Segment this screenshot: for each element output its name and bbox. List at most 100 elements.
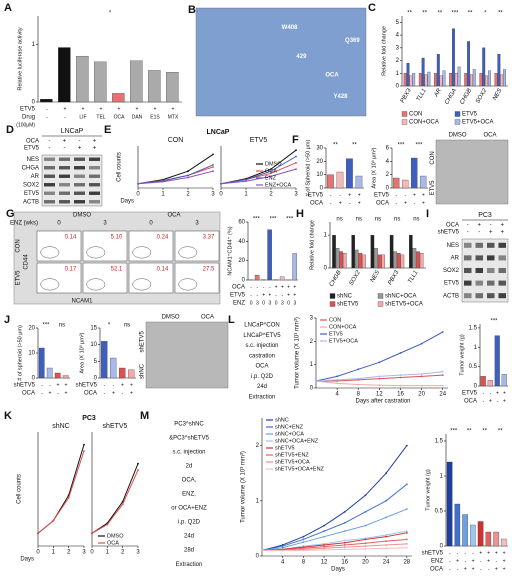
panel-label: K (4, 410, 12, 422)
band-label: SOX2 (443, 268, 460, 274)
band-label: ACTB (23, 199, 39, 205)
point (270, 170, 272, 173)
band (89, 174, 100, 178)
row-value: 0 (287, 300, 290, 306)
row-value: + (456, 558, 459, 564)
row-value: + (477, 223, 481, 229)
band (498, 255, 506, 261)
x-tick-label: 20 (418, 392, 425, 398)
y-tick-label: 1 (324, 233, 328, 239)
row-value: + (112, 390, 115, 396)
row-value: - (405, 192, 407, 198)
point (212, 164, 214, 166)
image-text: NCAM1 (71, 299, 93, 305)
annotation: ns (375, 217, 381, 223)
y-tick-label: 1 (32, 42, 36, 48)
subplot-title: CON (168, 137, 184, 144)
row-value: + (422, 192, 425, 198)
y-tick-label: 2 (256, 443, 260, 449)
row-value: - (396, 192, 398, 198)
band (487, 293, 495, 299)
row-value: - (465, 558, 467, 564)
point (405, 546, 408, 549)
x-tick-label: TLL1 (407, 270, 419, 285)
row-value: - (122, 390, 124, 396)
bar (424, 74, 428, 87)
bar (494, 73, 498, 87)
row-value: E1S (150, 114, 160, 120)
row-value: - (250, 284, 252, 290)
image-text: ETV5 (430, 180, 436, 196)
row-value: - (449, 558, 451, 564)
x-tick-label: 0 (90, 550, 94, 556)
image-text: i.p. Q2D (178, 520, 201, 526)
row-value: + (275, 284, 278, 290)
x-tick-label: 16 (341, 560, 348, 566)
row-name: ENZ (233, 301, 245, 307)
image-text: OCA (167, 213, 180, 219)
row-value: - (330, 200, 332, 206)
band (89, 157, 100, 161)
bar (442, 70, 446, 87)
band (59, 166, 70, 170)
row-value: - (282, 292, 284, 298)
legend-swatch (454, 111, 461, 117)
x-tick-label: 1 (52, 550, 56, 556)
row-value: + (78, 146, 82, 152)
legend-swatch (329, 293, 336, 299)
y-tick-label: 20 (316, 159, 323, 165)
row-value: - (472, 550, 474, 556)
point (323, 549, 325, 551)
x-axis-label: Days (331, 567, 345, 573)
row-value: + (268, 292, 271, 298)
bar (501, 374, 507, 387)
series-line (91, 463, 139, 534)
image-text: &PC3^shETV5 (169, 435, 209, 441)
row-value: - (496, 558, 498, 564)
row-value: - (480, 558, 482, 564)
x-tick-label: 1 (244, 192, 248, 198)
band (74, 174, 85, 178)
point (261, 549, 263, 552)
row-value: + (293, 292, 296, 298)
row-name: OCA (464, 399, 477, 405)
row-value: + (64, 106, 67, 112)
row-name: shETV5 (422, 551, 444, 557)
row-name: ETV5 (20, 107, 36, 113)
point (323, 547, 325, 550)
image-text: DMSO (73, 213, 91, 219)
legend-label: shETV5+OCA (275, 459, 310, 465)
image-text: Y428 (333, 94, 348, 100)
y-tick-label: 0 (320, 186, 324, 192)
annotation: ns (356, 217, 362, 223)
image-text: OCA (325, 73, 339, 79)
series-line (37, 444, 85, 534)
x-tick-label: CHGB (329, 270, 343, 288)
row-value: - (339, 192, 341, 198)
bar (469, 74, 473, 87)
row-value: - (490, 390, 492, 396)
point (364, 510, 367, 513)
y-tick-label: 0 (310, 386, 314, 392)
image-text: OCA (483, 132, 496, 138)
legend-label: ETV5 (462, 112, 478, 118)
point (420, 384, 423, 387)
flow-cloud (86, 278, 106, 291)
band (464, 280, 472, 286)
row-value: + (63, 139, 67, 145)
point (83, 450, 85, 452)
image (195, 7, 367, 117)
image-text: W408 (282, 25, 298, 31)
image-text: Extraction (249, 394, 276, 400)
y-tick-label: 5 (94, 359, 98, 365)
row-value: + (281, 284, 284, 290)
bar (494, 335, 500, 387)
x-tick-label: 1 (161, 192, 165, 198)
band-label: SOX2 (23, 182, 40, 188)
point (302, 535, 305, 538)
image-text: 24d (257, 384, 267, 390)
row-value: - (257, 292, 259, 298)
image-text: OCA (255, 364, 268, 370)
legend-label: ETV5+OCA (329, 338, 358, 344)
point (270, 175, 272, 178)
